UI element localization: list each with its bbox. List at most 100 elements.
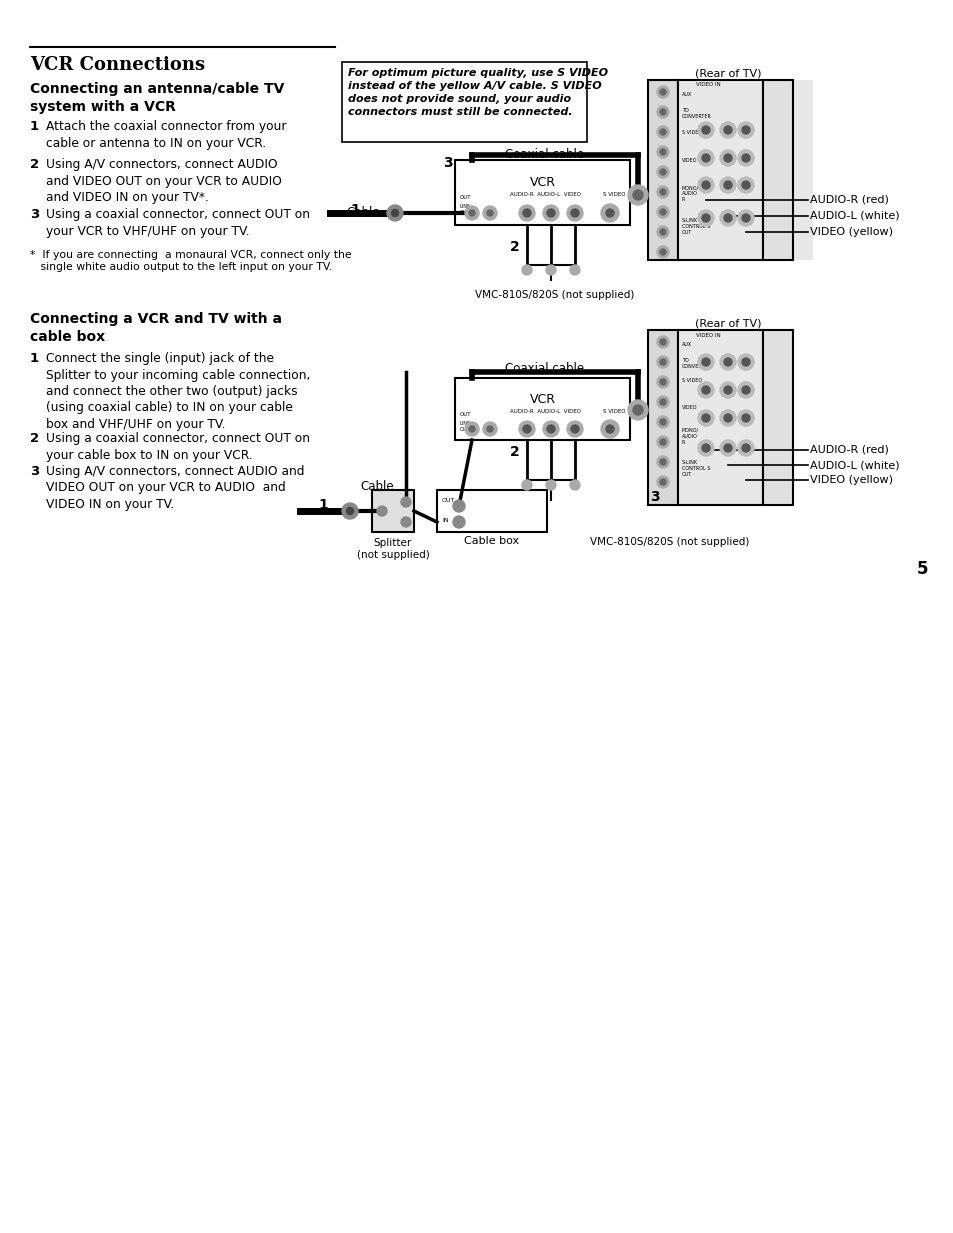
Circle shape bbox=[346, 508, 354, 514]
Text: For optimum picture quality, use S VIDEO
instead of the yellow A/V cable. S VIDE: For optimum picture quality, use S VIDEO… bbox=[348, 68, 607, 117]
Circle shape bbox=[518, 420, 535, 436]
Text: Using A/V connectors, connect AUDIO and
VIDEO OUT on your VCR to AUDIO  and
VIDE: Using A/V connectors, connect AUDIO and … bbox=[46, 465, 304, 510]
Circle shape bbox=[698, 411, 713, 425]
Circle shape bbox=[387, 205, 402, 221]
Circle shape bbox=[659, 189, 665, 195]
Circle shape bbox=[659, 129, 665, 134]
Text: 3: 3 bbox=[30, 465, 39, 478]
Text: AUDIO-R  AUDIO-L  VIDEO: AUDIO-R AUDIO-L VIDEO bbox=[510, 192, 580, 197]
Circle shape bbox=[701, 358, 709, 366]
Bar bbox=[372, 490, 414, 531]
Bar bbox=[436, 490, 546, 531]
Circle shape bbox=[659, 169, 665, 175]
Text: 3: 3 bbox=[30, 208, 39, 221]
Bar bbox=[341, 62, 586, 142]
Circle shape bbox=[542, 420, 558, 436]
Text: Using A/V connectors, connect AUDIO
and VIDEO OUT on your VCR to AUDIO
and VIDEO: Using A/V connectors, connect AUDIO and … bbox=[46, 158, 281, 203]
Circle shape bbox=[698, 122, 713, 138]
Text: VMC-810S/820S (not supplied): VMC-810S/820S (not supplied) bbox=[475, 290, 634, 300]
Text: LINE
OUT: LINE OUT bbox=[459, 203, 471, 215]
Circle shape bbox=[657, 416, 668, 428]
Circle shape bbox=[400, 497, 411, 507]
Text: Cable: Cable bbox=[346, 206, 379, 219]
Text: S VIDEO: S VIDEO bbox=[681, 129, 701, 134]
Circle shape bbox=[720, 382, 735, 398]
Circle shape bbox=[659, 149, 665, 155]
Circle shape bbox=[659, 359, 665, 365]
Circle shape bbox=[723, 386, 731, 395]
Text: Cable: Cable bbox=[359, 480, 394, 493]
Circle shape bbox=[569, 265, 579, 275]
Text: VMC-810S/820S (not supplied): VMC-810S/820S (not supplied) bbox=[589, 538, 749, 547]
Circle shape bbox=[657, 356, 668, 367]
Circle shape bbox=[657, 376, 668, 388]
Circle shape bbox=[453, 515, 464, 528]
Circle shape bbox=[376, 506, 387, 515]
Circle shape bbox=[659, 379, 665, 385]
Text: AUDIO-L (white): AUDIO-L (white) bbox=[809, 211, 899, 221]
Text: VCR: VCR bbox=[529, 176, 555, 189]
Bar bbox=[455, 379, 629, 440]
Text: S VIDEO: S VIDEO bbox=[602, 409, 625, 414]
Text: S VIDEO: S VIDEO bbox=[602, 192, 625, 197]
Circle shape bbox=[698, 210, 713, 226]
Text: AUX: AUX bbox=[681, 342, 692, 346]
Text: MONO/
AUDIO
R: MONO/ AUDIO R bbox=[681, 428, 699, 445]
Circle shape bbox=[720, 440, 735, 456]
Text: VIDEO IN: VIDEO IN bbox=[695, 83, 720, 88]
Circle shape bbox=[657, 126, 668, 138]
Text: OUT: OUT bbox=[459, 195, 471, 200]
Circle shape bbox=[600, 203, 618, 222]
Text: 3: 3 bbox=[649, 490, 659, 504]
Circle shape bbox=[657, 436, 668, 448]
Text: Using a coaxial connector, connect OUT on
your cable box to IN on your VCR.: Using a coaxial connector, connect OUT o… bbox=[46, 432, 310, 461]
Circle shape bbox=[701, 126, 709, 134]
Bar bbox=[678, 330, 762, 506]
Text: 2: 2 bbox=[30, 158, 39, 171]
Circle shape bbox=[723, 154, 731, 162]
Circle shape bbox=[482, 422, 497, 436]
Circle shape bbox=[545, 265, 556, 275]
Circle shape bbox=[741, 126, 749, 134]
Text: OUT: OUT bbox=[441, 498, 455, 503]
Text: Coaxial cable: Coaxial cable bbox=[505, 148, 584, 162]
Circle shape bbox=[657, 166, 668, 178]
Circle shape bbox=[341, 503, 357, 519]
Circle shape bbox=[738, 382, 753, 398]
Text: (Rear of TV): (Rear of TV) bbox=[695, 68, 760, 78]
Text: OUT: OUT bbox=[459, 412, 471, 417]
Circle shape bbox=[469, 425, 475, 432]
Text: 2: 2 bbox=[510, 240, 519, 254]
Text: Connecting a VCR and TV with a
cable box: Connecting a VCR and TV with a cable box bbox=[30, 312, 282, 344]
Circle shape bbox=[521, 265, 532, 275]
Circle shape bbox=[657, 396, 668, 408]
Text: AUDIO-R  AUDIO-L  VIDEO: AUDIO-R AUDIO-L VIDEO bbox=[510, 409, 580, 414]
Text: Connecting an antenna/cable TV
system with a VCR: Connecting an antenna/cable TV system wi… bbox=[30, 83, 284, 113]
Text: IN: IN bbox=[441, 518, 448, 523]
Circle shape bbox=[659, 109, 665, 115]
Text: VCR: VCR bbox=[529, 393, 555, 406]
Circle shape bbox=[723, 444, 731, 453]
Bar bbox=[678, 80, 762, 260]
Bar bbox=[762, 80, 812, 260]
Circle shape bbox=[659, 210, 665, 215]
Text: AUDIO-R (red): AUDIO-R (red) bbox=[809, 195, 888, 205]
Text: LINE
OUT: LINE OUT bbox=[459, 420, 471, 432]
Circle shape bbox=[627, 399, 647, 420]
Circle shape bbox=[659, 399, 665, 404]
Circle shape bbox=[723, 358, 731, 366]
Text: Splitter
(not supplied): Splitter (not supplied) bbox=[356, 538, 429, 561]
Circle shape bbox=[738, 210, 753, 226]
Text: Using a coaxial connector, connect OUT on
your VCR to VHF/UHF on your TV.: Using a coaxial connector, connect OUT o… bbox=[46, 208, 310, 238]
Circle shape bbox=[741, 414, 749, 422]
Text: Attach the coaxial connector from your
cable or antenna to IN on your VCR.: Attach the coaxial connector from your c… bbox=[46, 120, 286, 149]
Text: 1: 1 bbox=[30, 120, 39, 133]
Text: S-LINK
CONTROL S
OUT: S-LINK CONTROL S OUT bbox=[681, 218, 710, 234]
Circle shape bbox=[720, 354, 735, 370]
Circle shape bbox=[720, 178, 735, 194]
Bar bbox=[762, 330, 792, 506]
Circle shape bbox=[469, 210, 475, 216]
Circle shape bbox=[701, 414, 709, 422]
Circle shape bbox=[566, 205, 582, 221]
Text: S-LINK
CONTROL S
OUT: S-LINK CONTROL S OUT bbox=[681, 460, 710, 477]
